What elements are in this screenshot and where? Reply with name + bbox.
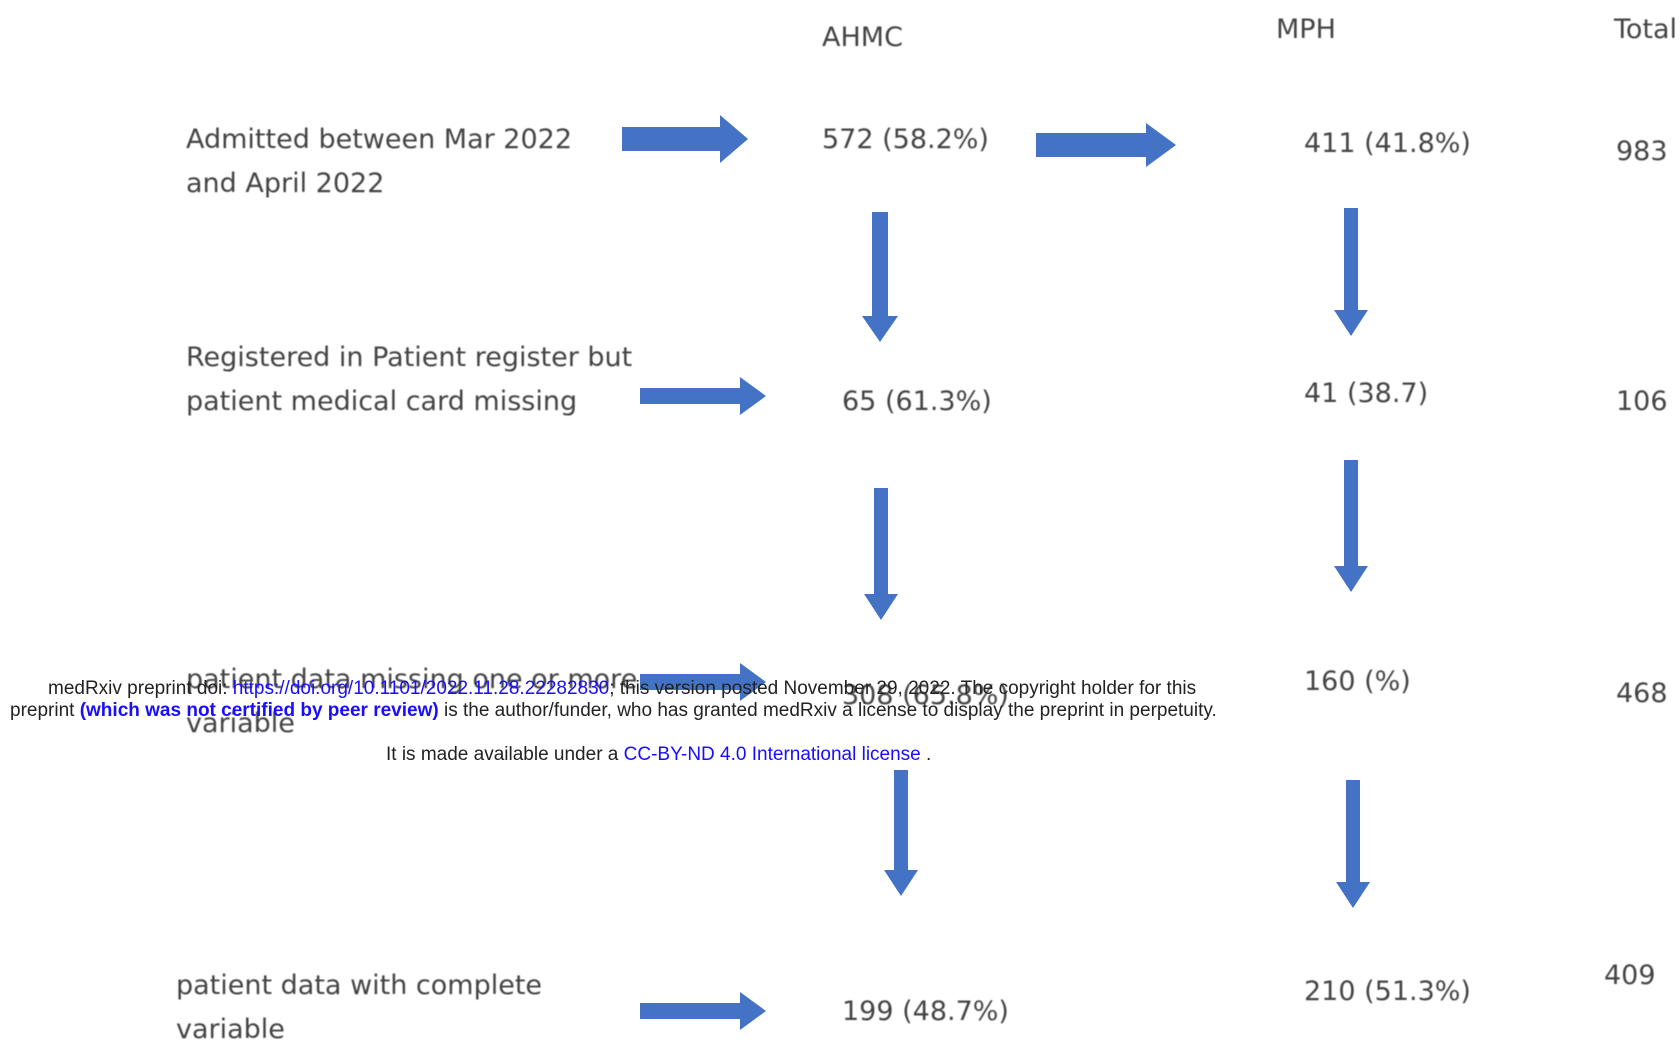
arrow-right-icon [1036,123,1176,167]
header-total: Total [1614,14,1678,45]
arrow-down-icon [884,770,918,896]
arrow-right-icon [640,377,766,415]
ahmc-value: 65 (61.3%) [842,386,992,417]
header-mph: MPH [1276,14,1336,45]
row-label-line: variable [186,708,295,739]
watermark-text: It is made available under a [386,744,624,765]
mph-value: 41 (38.7) [1304,378,1429,409]
doi-link[interactable]: https://doi.org/10.1101/2022.11.28.22282… [232,678,610,699]
watermark-line-1: medRxiv preprint doi: https://doi.org/10… [48,678,1680,700]
row-label-complete-variable: patient data with complete variable [176,964,542,1052]
row-label-line: patient data with complete [176,970,543,1001]
total-value: 983 [1616,136,1668,167]
watermark-text: ; this version posted November 29, 2022.… [609,678,1197,699]
total-value: 106 [1616,386,1668,417]
arrow-right-icon [622,115,748,163]
arrow-right-icon [640,663,766,701]
row-label-line: Admitted between Mar 2022 [186,124,573,155]
ahmc-value: 572 (58.2%) [822,124,989,155]
mph-value: 210 (51.3%) [1304,976,1471,1007]
row-label-line: patient medical card missing [186,386,578,417]
mph-value: 411 (41.8%) [1304,128,1471,159]
total-value: 409 [1604,960,1656,991]
arrow-down-icon [1334,460,1368,592]
ahmc-value: 308 (65.8%) [842,680,1009,711]
watermark-text: medRxiv preprint doi: [48,678,233,699]
row-label-missing-variable: patient data missing one or more variabl… [186,658,637,746]
header-ahmc: AHMC [822,22,903,53]
row-label-line: variable [176,1014,285,1045]
mph-value: 160 (%) [1304,666,1411,697]
arrow-down-icon [1334,208,1368,336]
row-label-line: patient data missing one or more [186,664,638,695]
row-label-registered: Registered in Patient register but patie… [186,336,632,424]
watermark-line-3: It is made available under a CC-BY-ND 4.… [386,744,1680,766]
peer-review-notice: (which was not certified by peer review) [79,700,439,721]
arrow-down-icon [864,488,898,620]
license-link[interactable]: CC-BY-ND 4.0 International license [623,744,921,765]
arrow-right-icon [640,992,766,1030]
watermark-line-2: preprint (which was not certified by pee… [10,700,1680,722]
watermark-text: is the author/funder, who has granted me… [438,700,1217,721]
arrow-down-icon [1336,780,1370,908]
ahmc-value: 199 (48.7%) [842,996,1009,1027]
row-label-admitted: Admitted between Mar 2022 and April 2022 [186,118,572,206]
watermark-text: preprint [10,700,80,721]
arrow-down-icon [862,212,898,342]
row-label-line: and April 2022 [186,168,385,199]
watermark-text: . [920,744,932,765]
total-value: 468 [1616,678,1668,709]
row-label-line: Registered in Patient register but [186,342,633,373]
